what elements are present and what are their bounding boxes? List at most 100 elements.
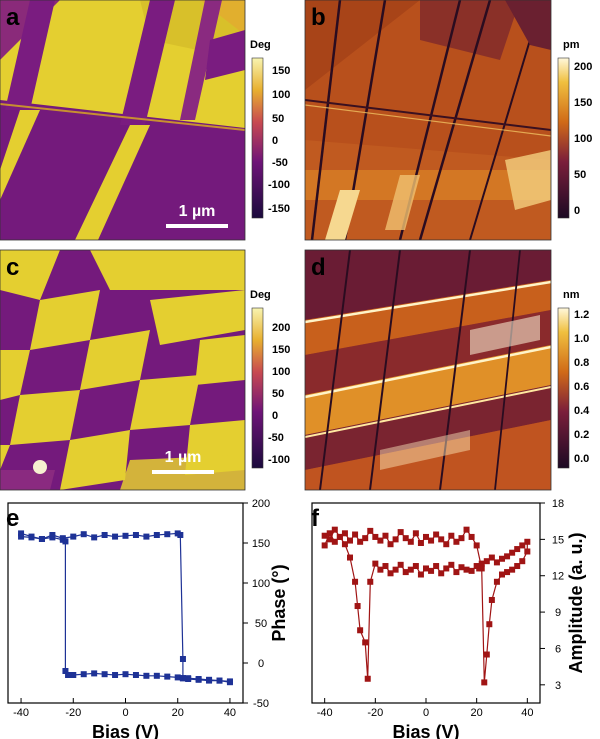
panel-a-scale-label: 1 µm — [179, 203, 216, 220]
chart-f-data-point — [448, 532, 455, 539]
chart-e-data-point — [65, 672, 72, 678]
chart-f-x-tick-label: 0 — [423, 707, 429, 719]
chart-f-data-point — [463, 526, 470, 533]
chart-f-data-point — [478, 560, 485, 567]
chart-f-data-point — [438, 570, 445, 577]
chart-e-x-axis-label: Bias (V) — [92, 722, 159, 739]
panel-b-colorbar-ticks: 200 150 100 50 0 — [574, 61, 592, 217]
chart-e-data-point — [91, 534, 98, 541]
chart-f-data-point — [514, 546, 521, 553]
chart-f-data-point — [364, 675, 371, 682]
panel-c-scale-label: 1 µm — [165, 449, 202, 466]
chart-f-data-point — [382, 563, 389, 570]
chart-f-y-tick-label: 15 — [552, 534, 564, 546]
cbar-a-tick-6: -100 — [268, 179, 290, 191]
panel-d-map — [305, 250, 551, 490]
chart-f-data-point — [509, 549, 516, 556]
chart-f-data-point — [463, 566, 470, 573]
chart-e-x-tick-label: 20 — [172, 707, 184, 719]
chart-f-data-point — [402, 569, 409, 576]
chart-e-data-point — [49, 532, 56, 538]
chart-e-y-axis-label: Phase (°) — [269, 564, 289, 641]
chart-f-y-tick-label: 12 — [552, 571, 564, 583]
chart-f-y-tick-label: 3 — [555, 680, 561, 692]
chart-f-data-point — [519, 558, 526, 565]
chart-f-data-point — [331, 526, 338, 533]
chart-f-data-point — [357, 627, 364, 634]
chart-f-data-point — [321, 532, 328, 539]
chart-f-data-point — [443, 565, 450, 572]
chart-e-data-point — [143, 533, 150, 540]
chart-e-data-point — [153, 672, 160, 679]
chart-e-x-tick-label: -40 — [13, 707, 29, 719]
chart-f-data-point — [499, 555, 505, 562]
chart-e-data-point — [174, 674, 181, 681]
chart-e-data-point — [185, 675, 192, 682]
chart-f-data-point — [504, 569, 511, 576]
chart-f-data-point — [509, 566, 516, 573]
cbar-c-tick-4: 50 — [272, 388, 284, 400]
chart-e-data-point — [38, 536, 45, 542]
chart-e-data-point — [80, 531, 87, 538]
cbar-d-tick-6: 0.2 — [574, 429, 589, 441]
cbar-a-tick-3: 50 — [272, 113, 284, 125]
chart-f-data-point — [417, 540, 424, 546]
cbar-a-tick-7: -150 — [268, 203, 290, 215]
cbar-c-tick-6: -50 — [268, 432, 284, 444]
chart-f-y-tick-label: 9 — [555, 607, 561, 619]
chart-f-data-point — [524, 548, 531, 555]
chart-f-data-point — [387, 541, 394, 548]
chart-f-data-point — [367, 527, 374, 534]
chart-f-data-point — [499, 571, 505, 578]
cbar-b-tick-1: 200 — [574, 61, 592, 73]
chart-f-data-point — [392, 536, 399, 543]
chart-f-data-point — [402, 535, 409, 542]
panel-a-colorbar-unit: Deg — [250, 39, 271, 51]
panel-e-letter: e — [6, 505, 19, 532]
chart-f-data-point — [362, 535, 369, 542]
chart-f-data-point — [493, 578, 500, 585]
chart-f-y-tick-label: 18 — [552, 498, 564, 510]
chart-e-data-point — [174, 530, 181, 537]
chart-e-data-point — [195, 676, 202, 682]
chart-f-data-point — [433, 531, 440, 538]
chart-e-data-point — [18, 533, 25, 540]
chart-e-x-tick-label: -20 — [65, 707, 81, 719]
chart-f-data-point — [347, 537, 353, 544]
chart-f-data-point — [428, 567, 435, 574]
cbar-c-tick-5: 0 — [272, 410, 278, 422]
chart-f-data-point — [354, 603, 361, 610]
cbar-d-tick-2: 1.0 — [574, 333, 589, 345]
chart-e-data-point — [164, 673, 171, 680]
chart-f-x-tick-label: -40 — [317, 707, 333, 719]
chart-e-data-point — [164, 531, 171, 538]
panel-c-map — [0, 250, 245, 490]
chart-e-y-tick-label: 100 — [252, 578, 270, 590]
chart-f-data-point — [341, 541, 348, 548]
chart-e-data-point — [62, 538, 69, 545]
chart-e-data-point — [101, 671, 108, 678]
chart-f-data-point — [392, 566, 399, 573]
cbar-b-tick-3: 100 — [574, 133, 592, 145]
chart-e-data-point — [179, 675, 186, 682]
chart-f-x-tick-label: -20 — [367, 707, 383, 719]
chart-f-y-axis-label: Amplitude (a. u.) — [566, 533, 586, 674]
chart-e-data-point — [101, 532, 108, 538]
chart-f-data-point — [488, 554, 495, 561]
chart-f-data-point — [326, 536, 333, 543]
panel-c-colorbar-unit: Deg — [250, 289, 271, 301]
chart-f-data-point — [397, 561, 404, 568]
chart-f-data-point — [483, 558, 490, 565]
chart-f-data-point — [397, 529, 404, 536]
chart-e-data-point — [59, 535, 66, 542]
chart-f-data-point — [382, 532, 389, 539]
panel-b-colorbar-unit: pm — [563, 39, 580, 51]
chart-f-data-point — [483, 651, 490, 658]
chart-e-y-tick-label: 200 — [252, 498, 270, 510]
panel-b-letter: b — [311, 4, 326, 31]
chart-f-data-point — [372, 560, 379, 567]
cbar-b-tick-4: 50 — [574, 169, 586, 181]
chart-f-data-point — [504, 553, 511, 560]
chart-f-data-point — [448, 561, 455, 568]
